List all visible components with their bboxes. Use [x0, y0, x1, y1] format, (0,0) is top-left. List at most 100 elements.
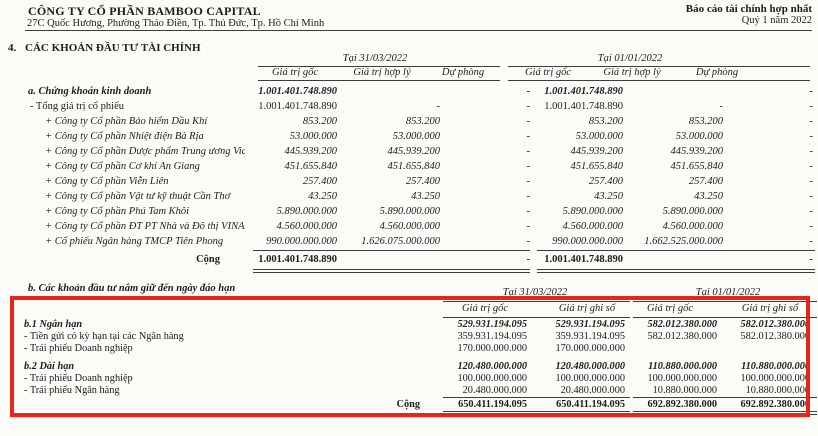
table-row: + Công ty Cổ phần Cơ khí An Giang 451.65…: [0, 159, 818, 174]
cell-fair-value-01-01: 853.200: [688, 116, 723, 127]
cell-provision-01-01: -: [809, 86, 814, 97]
cell-fair-value-01-01: 5.890.000.000: [662, 206, 723, 217]
cell-book-value-01-01: 100.000.000.000: [740, 373, 810, 384]
row-label: + Công ty Cổ phần Cơ khí An Giang: [45, 161, 200, 172]
cell-provision-31-03: -: [526, 221, 531, 232]
row-label: + Cổ phiếu Ngân hàng TMCP Tiên Phong: [45, 236, 224, 247]
row-label: + Công ty Cổ phần ĐT PT Nhà và Đô thị VI…: [45, 221, 245, 232]
cell-fair-value-01-01: -: [719, 101, 724, 112]
table-row: a. Chứng khoán kinh doanh 1.001.401.748.…: [0, 84, 818, 99]
date-group-31-03: Tại 31/03/2022: [502, 287, 568, 298]
cell-book-value-31-03: 170.000.000.000: [555, 343, 625, 354]
total-provision-31-03: -: [526, 254, 531, 265]
cell-cost-01-01: 257.400: [588, 176, 623, 187]
total-cost-31-03: 1.001.401.748.890: [258, 254, 337, 265]
cell-fair-value-31-03: 5.890.000.000: [379, 206, 440, 217]
table-row: + Công ty Cổ phần ĐT PT Nhà và Đô thị VI…: [0, 219, 818, 234]
column-header-cost: Giá trị gốc: [646, 303, 694, 314]
cell-provision-31-03: -: [526, 116, 531, 127]
row-label: - Trái phiếu Ngân hàng: [24, 385, 120, 396]
column-header-provision: Dự phòng: [695, 67, 739, 78]
cell-book-value-01-01: 10.880.000.000: [745, 385, 810, 396]
table-rule: [443, 301, 630, 302]
cell-provision-01-01: -: [809, 206, 814, 217]
table-row: + Công ty Cổ phần Viễn Liên 257.400 257.…: [0, 174, 818, 189]
total-label: Cộng: [396, 399, 420, 410]
report-title: Báo cáo tài chính hợp nhất: [685, 3, 812, 15]
cell-cost-31-03: 990.000.000.000: [266, 236, 337, 247]
table-rule: [258, 80, 500, 81]
cell-provision-31-03: -: [526, 101, 531, 112]
date-group-01-01: Tại 01/01/2022: [597, 53, 663, 64]
row-label: - Trái phiếu Doanh nghiệp: [24, 343, 133, 354]
row-label: - Trái phiếu Doanh nghiệp: [24, 373, 133, 384]
cell-provision-01-01: -: [809, 176, 814, 187]
cell-cost-31-03: 445.939.200: [284, 146, 338, 157]
table-row: + Cổ phiếu Ngân hàng TMCP Tiên Phong 990…: [0, 234, 818, 249]
cell-book-value-31-03: 120.480.000.000: [555, 361, 625, 372]
total-double-rule: [537, 269, 815, 273]
date-group-31-03: Tại 31/03/2022: [342, 53, 408, 64]
row-label: b.2 Dài hạn: [24, 361, 75, 372]
row-label: - Tổng giá trị cổ phiếu: [30, 101, 124, 112]
cell-fair-value-31-03: 445.939.200: [387, 146, 441, 157]
table-b-body: b.1 Ngắn hạn 529.931.194.095 529.931.194…: [0, 319, 818, 411]
total-cost-31-03: 650.411.194.095: [458, 399, 527, 410]
cell-fair-value-01-01: 445.939.200: [670, 146, 724, 157]
report-period: Quý 1 năm 2022: [741, 15, 812, 26]
table-row: - Trái phiếu Ngân hàng 20.480.000.000 20…: [0, 385, 818, 397]
held-to-maturity-title: b. Các khoản đầu tư nắm giữ đến ngày đáo…: [28, 283, 236, 294]
total-fair-31-03: [337, 252, 440, 268]
table-rule: [508, 80, 810, 81]
cell-cost-01-01: 1.001.401.748.890: [544, 86, 623, 97]
cell-fair-value-01-01: 451.655.840: [670, 161, 724, 172]
cell-cost-31-03: 1.001.401.748.890: [258, 86, 337, 97]
cell-fair-value-31-03: 1.626.075.000.000: [361, 236, 440, 247]
total-book-31-03: 650.411.194.095: [556, 399, 625, 410]
header-rule: [25, 30, 812, 31]
cell-provision-01-01: -: [809, 236, 814, 247]
cell-book-value-31-03: 100.000.000.000: [555, 373, 625, 384]
cell-fair-value-01-01: 43.250: [694, 191, 723, 202]
table-row: + Công ty Cổ phần Vật tư kỹ thuật Cần Th…: [0, 189, 818, 204]
cell-cost-01-01: 53.000.000: [575, 131, 623, 142]
cell-fair-value-31-03: [337, 84, 440, 99]
total-rule: [537, 250, 815, 251]
row-label: - Tiền gửi có kỳ hạn tại các Ngân hàng: [24, 331, 184, 342]
table-row: - Trái phiếu Doanh nghiệp 100.000.000.00…: [0, 373, 818, 385]
total-fair-01-01: [623, 252, 723, 268]
cell-fair-value-01-01: 257.400: [688, 176, 723, 187]
table-row: + Công ty Cổ phần Phú Tam Khôi 5.890.000…: [0, 204, 818, 219]
company-name: CÔNG TY CỔ PHẦN BAMBOO CAPITAL: [28, 4, 261, 18]
cell-book-value-01-01: 582.012.380.000: [740, 319, 810, 330]
column-header-fair-value: Giá trị hợp lý: [603, 67, 661, 78]
total-rule: [253, 250, 530, 251]
cell-fair-value-01-01: [623, 84, 723, 99]
cell-cost-01-01: 100.000.000.000: [647, 373, 717, 384]
cell-cost-31-03: 43.250: [308, 191, 337, 202]
cell-provision-01-01: -: [809, 191, 814, 202]
table-rule: [443, 317, 630, 318]
column-header-cost: Giá trị gốc: [524, 67, 572, 78]
column-header-cost: Giá trị gốc: [271, 67, 319, 78]
table-rule: [633, 317, 817, 318]
cell-cost-01-01: 451.655.840: [570, 161, 624, 172]
cell-fair-value-31-03: 451.655.840: [387, 161, 441, 172]
cell-fair-value-01-01: 1.662.525.000.000: [644, 236, 723, 247]
cell-cost-01-01: 10.880.000.000: [652, 385, 717, 396]
total-book-01-01: 692.892.380.000: [740, 399, 810, 410]
total-cost-01-01: 692.892.380.000: [647, 399, 717, 410]
column-header-book-value: Giá trị ghi sổ: [558, 303, 616, 314]
cell-cost-01-01: 5.890.000.000: [562, 206, 623, 217]
table-row: - Tổng giá trị cổ phiếu 1.001.401.748.89…: [0, 99, 818, 114]
cell-cost-01-01: 853.200: [588, 116, 623, 127]
section-title: 4. CÁC KHOẢN ĐẦU TƯ TÀI CHÍNH: [8, 42, 201, 54]
table-b-rows: b.1 Ngắn hạn 529.931.194.095 529.931.194…: [0, 319, 818, 397]
cell-fair-value-31-03: -: [436, 101, 441, 112]
cell-cost-01-01: 1.001.401.748.890: [544, 101, 623, 112]
column-header-provision: Dự phòng: [441, 67, 485, 78]
cell-cost-31-03: 529.931.194.095: [457, 319, 527, 330]
cell-fair-value-31-03: 257.400: [405, 176, 440, 187]
cell-book-value-01-01: 582.012.380.000: [740, 331, 810, 342]
